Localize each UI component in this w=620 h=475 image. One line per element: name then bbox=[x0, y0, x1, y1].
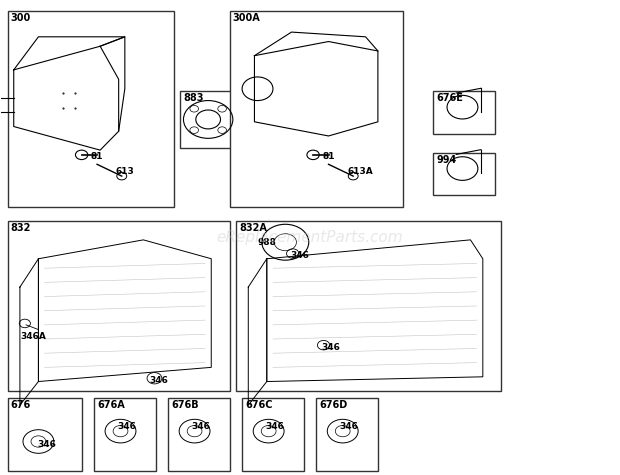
Text: 346: 346 bbox=[290, 251, 309, 260]
Bar bbox=[433, 152, 495, 195]
Bar bbox=[7, 398, 82, 471]
Text: 994: 994 bbox=[436, 155, 457, 165]
Text: 300A: 300A bbox=[233, 13, 260, 23]
Bar bbox=[433, 91, 495, 133]
Bar bbox=[168, 398, 230, 471]
Text: 832: 832 bbox=[11, 223, 31, 233]
Text: 346: 346 bbox=[265, 422, 285, 431]
Bar bbox=[242, 398, 304, 471]
Bar bbox=[7, 11, 174, 207]
Text: 832A: 832A bbox=[239, 223, 267, 233]
Text: 346: 346 bbox=[192, 422, 210, 431]
Bar bbox=[180, 91, 236, 148]
Text: 346: 346 bbox=[321, 342, 340, 352]
Text: 883: 883 bbox=[184, 94, 204, 104]
Text: 613: 613 bbox=[115, 167, 135, 176]
Text: 988: 988 bbox=[257, 238, 277, 247]
Text: 346: 346 bbox=[37, 440, 56, 449]
Text: 300: 300 bbox=[11, 13, 31, 23]
Text: eReplacementParts.com: eReplacementParts.com bbox=[216, 230, 404, 245]
Text: 346A: 346A bbox=[20, 332, 46, 341]
Bar bbox=[230, 11, 402, 207]
Text: 676D: 676D bbox=[319, 400, 347, 410]
Bar bbox=[7, 221, 230, 391]
Text: 346: 346 bbox=[340, 422, 358, 431]
Bar bbox=[316, 398, 378, 471]
Text: 81: 81 bbox=[322, 152, 335, 161]
Text: 81: 81 bbox=[91, 152, 104, 161]
Text: 676A: 676A bbox=[97, 400, 125, 410]
Text: 676C: 676C bbox=[245, 400, 273, 410]
Text: 613A: 613A bbox=[347, 167, 373, 176]
Text: 346: 346 bbox=[149, 376, 169, 385]
Bar bbox=[94, 398, 156, 471]
Text: 676B: 676B bbox=[171, 400, 199, 410]
Text: 676E: 676E bbox=[436, 94, 463, 104]
Bar bbox=[236, 221, 502, 391]
Text: 676: 676 bbox=[11, 400, 31, 410]
Text: 346: 346 bbox=[117, 422, 136, 431]
